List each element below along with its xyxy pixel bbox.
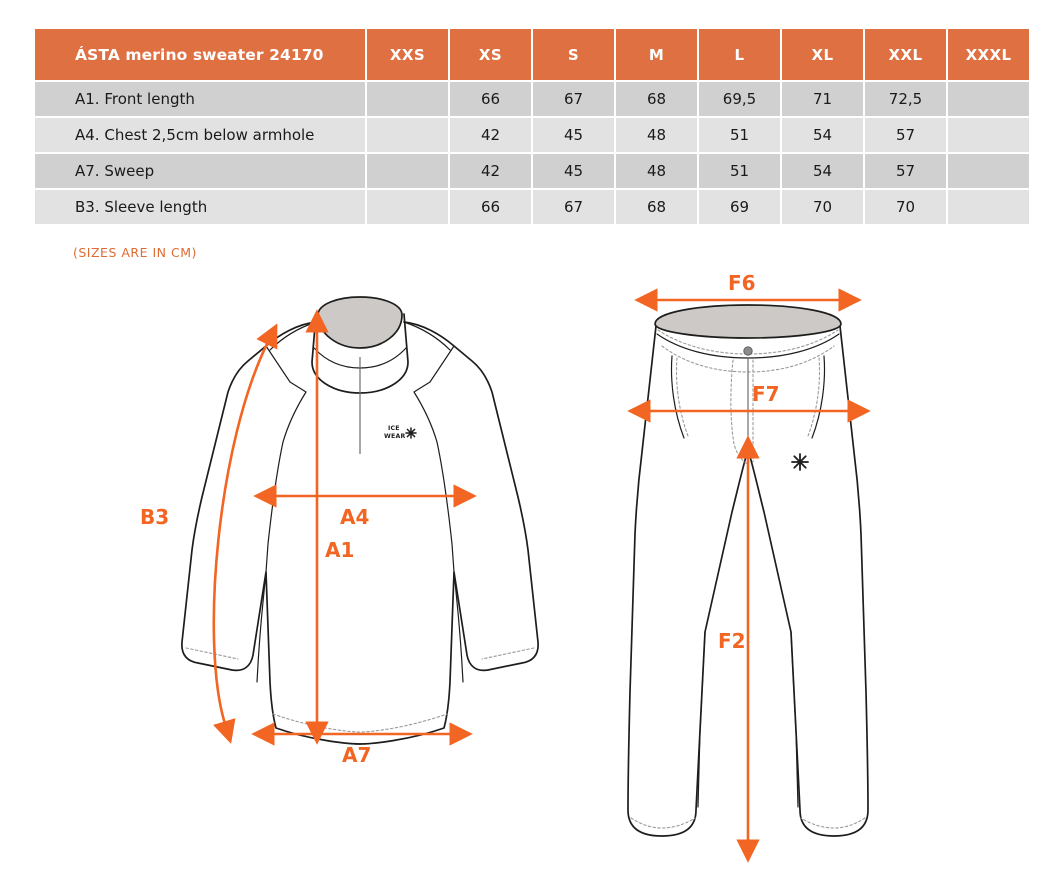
- ice-wear-logo: ICE WEAR: [384, 425, 417, 440]
- measurement-value: 57: [865, 118, 946, 152]
- measurement-label: A4. Chest 2,5cm below armhole: [35, 118, 365, 152]
- measurement-value: 48: [616, 118, 697, 152]
- measurement-value: 66: [450, 190, 531, 224]
- measurement-value: [948, 82, 1029, 116]
- cuff-stitch-right: [481, 647, 535, 660]
- pocket-right: [811, 355, 826, 439]
- measurement-arrow-b3: [212, 323, 278, 744]
- measurement-value: 48: [616, 154, 697, 188]
- measurement-label: A1. Front length: [35, 82, 365, 116]
- sweater-technical-drawing: ICE WEAR B3 A4 A1 A7: [140, 296, 539, 767]
- measurement-value: 67: [533, 82, 614, 116]
- sweater-body-outline-right: [359, 321, 539, 745]
- yoke-seam-right: [413, 345, 455, 443]
- leg-seam-right: [790, 631, 799, 808]
- snowflake-icon: [405, 427, 417, 439]
- armhole-seam-left: [265, 441, 284, 573]
- side-seam-left: [256, 571, 267, 683]
- measurement-label-f6: F6: [728, 271, 756, 295]
- measurement-value: 54: [782, 154, 863, 188]
- size-column-header-xs: XS: [450, 29, 531, 80]
- pants-right-leg-outline: [747, 325, 869, 837]
- measurement-value: 68: [616, 82, 697, 116]
- measurement-value: [367, 190, 448, 224]
- measurement-label-a4: A4: [340, 505, 369, 529]
- measurement-value: 71: [782, 82, 863, 116]
- measurement-value: 42: [450, 154, 531, 188]
- armhole-seam-right: [436, 441, 455, 573]
- waistband-opening: [654, 304, 842, 339]
- cuff-stitch-left: [185, 647, 239, 660]
- garment-diagrams: ICE WEAR B3 A4 A1 A7: [0, 262, 1040, 895]
- measurement-value: 69: [699, 190, 780, 224]
- snowflake-icon: [791, 453, 809, 471]
- measurement-value: [367, 82, 448, 116]
- side-seam-right: [453, 571, 464, 683]
- table-row: A1. Front length 66 67 68 69,5 71 72,5: [35, 82, 1029, 116]
- measurement-label-b3: B3: [140, 505, 169, 529]
- size-column-header-xl: XL: [782, 29, 863, 80]
- measurement-value: 72,5: [865, 82, 946, 116]
- measurement-value: 68: [616, 190, 697, 224]
- shoulder-seam-right: [403, 321, 451, 351]
- measurement-label: A7. Sweep: [35, 154, 365, 188]
- measurement-value: 66: [450, 82, 531, 116]
- measurement-value: [948, 154, 1029, 188]
- measurement-value: 70: [865, 190, 946, 224]
- leg-seam-left: [697, 631, 706, 808]
- measurement-value: [948, 190, 1029, 224]
- measurement-value: [367, 154, 448, 188]
- measurement-value: 67: [533, 190, 614, 224]
- sweater-body-outline: [181, 321, 361, 745]
- measurement-label-a7: A7: [342, 743, 371, 767]
- hem-stitch-right: [800, 817, 866, 829]
- waist-button: [743, 346, 753, 356]
- measurement-value: [367, 118, 448, 152]
- measurement-label-a1: A1: [325, 538, 354, 562]
- logo-text-line1: ICE: [388, 425, 400, 432]
- waistband-stitch-upper: [657, 329, 839, 355]
- measurement-value: 69,5: [699, 82, 780, 116]
- hem-stitch-left: [630, 817, 696, 829]
- measurement-value: [948, 118, 1029, 152]
- logo-text-line2: WEAR: [384, 433, 405, 440]
- measurement-value: 42: [450, 118, 531, 152]
- measurement-value: 70: [782, 190, 863, 224]
- measurement-value: 54: [782, 118, 863, 152]
- table-row: B3. Sleeve length 66 67 68 69 70 70: [35, 190, 1029, 224]
- pocket-left: [670, 355, 685, 439]
- measurement-value: 45: [533, 118, 614, 152]
- shoulder-seam-left: [269, 321, 317, 351]
- measurement-value: 51: [699, 118, 780, 152]
- units-note: (SIZES ARE IN CM): [73, 245, 197, 260]
- pocket-stitch-right: [807, 357, 821, 437]
- measurement-label-f7: F7: [752, 382, 780, 406]
- table-row: A7. Sweep 42 45 48 51 54 57: [35, 154, 1029, 188]
- size-column-header-xxs: XXS: [367, 29, 448, 80]
- size-chart-table: ÁSTA merino sweater 24170 XXS XS S M L X…: [33, 27, 1031, 226]
- pants-left-leg-outline: [627, 325, 749, 837]
- measurement-label: B3. Sleeve length: [35, 190, 365, 224]
- size-column-header-s: S: [533, 29, 614, 80]
- pocket-stitch-left: [675, 357, 689, 437]
- hem-stitch: [272, 713, 448, 733]
- measurement-value: 57: [865, 154, 946, 188]
- yoke-seam-left: [265, 345, 307, 443]
- measurement-label-f2: F2: [718, 629, 746, 653]
- pants-technical-drawing: F6 F7 F2: [627, 271, 871, 863]
- size-column-header-l: L: [699, 29, 780, 80]
- collar-inner: [317, 296, 403, 349]
- product-title: ÁSTA merino sweater 24170: [35, 29, 365, 80]
- size-column-header-xxl: XXL: [865, 29, 946, 80]
- measurement-value: 51: [699, 154, 780, 188]
- measurement-value: 45: [533, 154, 614, 188]
- table-row: A4. Chest 2,5cm below armhole 42 45 48 5…: [35, 118, 1029, 152]
- table-header-row: ÁSTA merino sweater 24170 XXS XS S M L X…: [35, 29, 1029, 80]
- size-column-header-m: M: [616, 29, 697, 80]
- size-column-header-xxxl: XXXL: [948, 29, 1029, 80]
